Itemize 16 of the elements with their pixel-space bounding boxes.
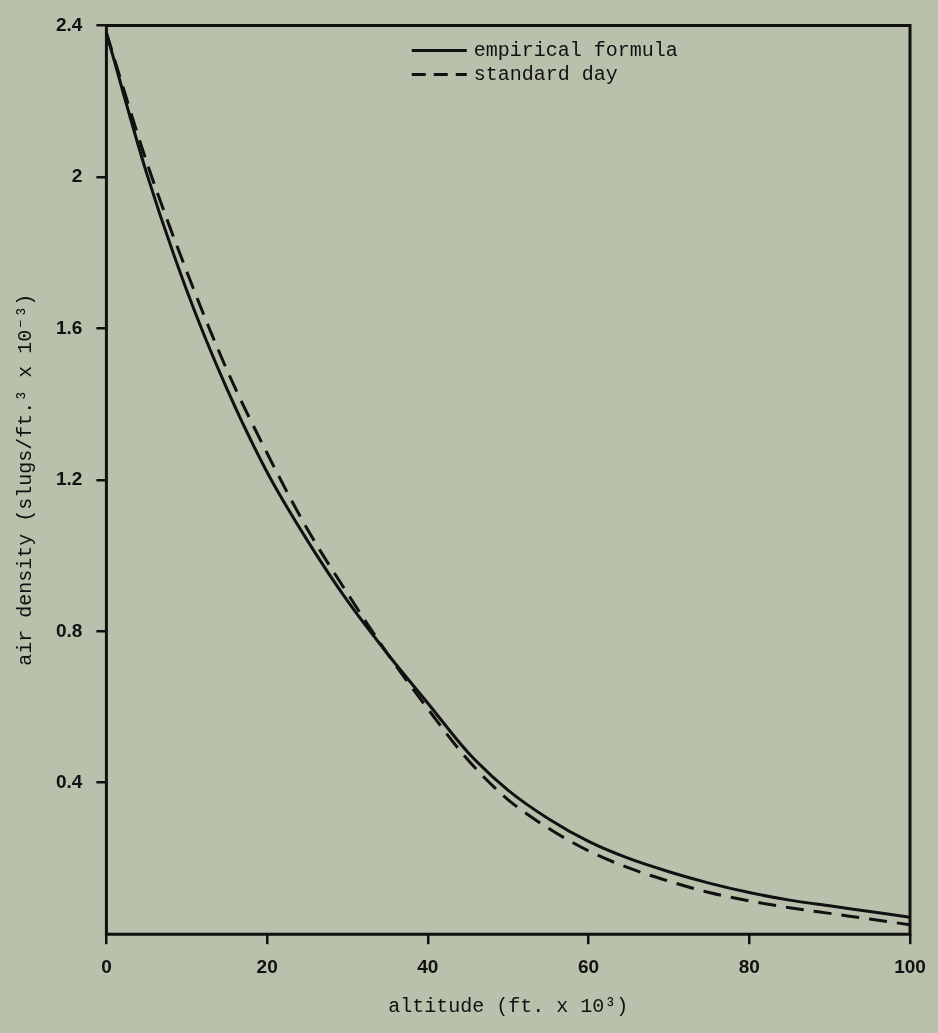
- y-tick-label: 1.2: [55, 468, 83, 490]
- x-axis-title: altitude (ft. x 10³): [388, 995, 629, 1019]
- y-tick-label: 2: [71, 165, 83, 187]
- x-tick-label: 100: [894, 955, 926, 977]
- x-tick-label: 40: [417, 955, 439, 977]
- legend-label: standard day: [473, 62, 618, 86]
- y-axis-title: air density (slugs/ft.³ x 10⁻³): [14, 293, 38, 666]
- x-tick-label: 20: [256, 955, 278, 977]
- y-tick-label: 1.6: [55, 316, 83, 338]
- legend-label: empirical formula: [473, 38, 678, 62]
- x-tick-label: 60: [577, 955, 600, 977]
- x-tick-label: 0: [101, 955, 112, 977]
- y-tick-label: 0.8: [55, 619, 83, 641]
- y-tick-label: 0.4: [55, 770, 83, 792]
- x-tick-label: 80: [738, 955, 760, 977]
- y-tick-label: 2.4: [55, 13, 83, 35]
